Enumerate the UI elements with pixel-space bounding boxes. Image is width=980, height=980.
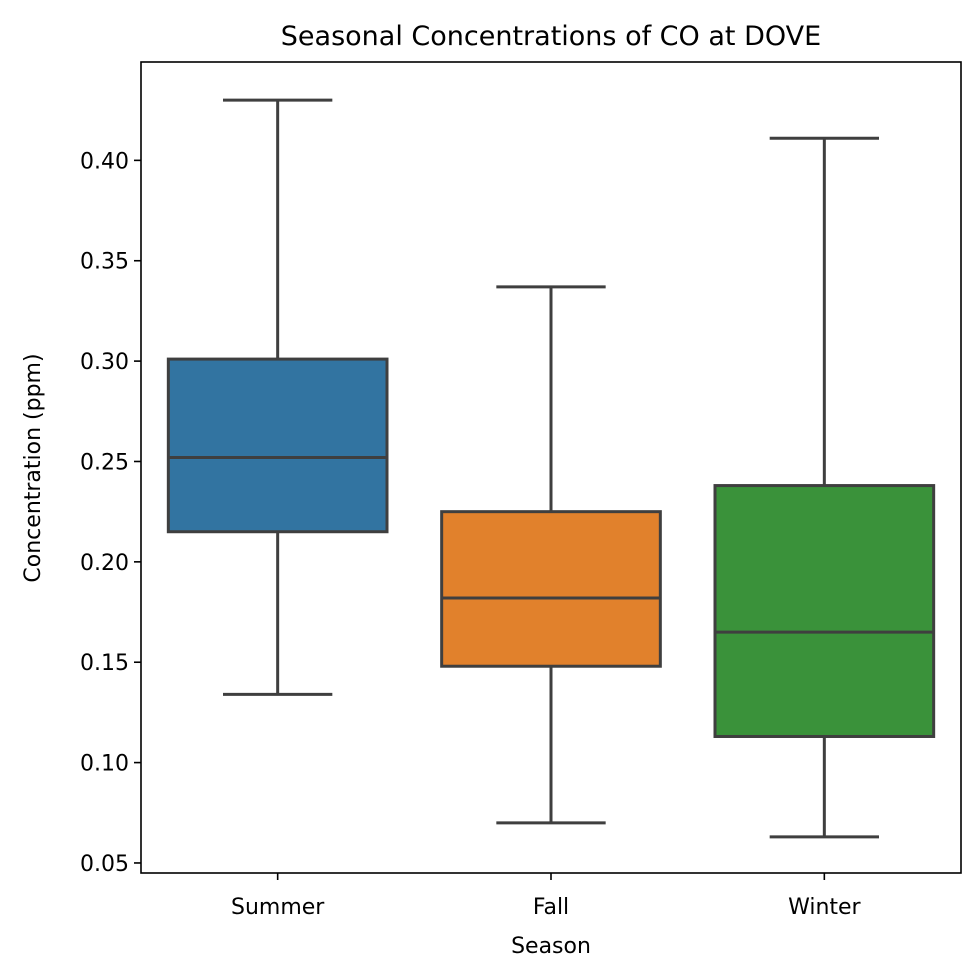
x-tick-label: Fall	[533, 895, 569, 920]
x-axis: Summer Fall Winter	[231, 873, 862, 920]
y-tick-label: 0.40	[80, 149, 129, 174]
iqr-box	[166, 357, 389, 534]
x-axis-label: Season	[511, 934, 591, 959]
y-tick-label: 0.15	[80, 651, 129, 676]
x-tick-label: Winter	[788, 895, 861, 920]
y-tick-label: 0.25	[80, 450, 129, 475]
plot-frame	[140, 61, 962, 874]
box-summer	[166, 98, 389, 696]
y-axis-label: Concentration (ppm)	[21, 353, 46, 582]
box-series	[166, 98, 936, 839]
y-axis: 0.05 0.10 0.15 0.20 0.25 0.30 0.35 0.40	[80, 149, 141, 877]
box-fall	[440, 285, 662, 825]
box-winter	[713, 136, 936, 839]
y-tick-label: 0.20	[80, 551, 129, 576]
iqr-box	[713, 484, 936, 738]
y-tick-label: 0.10	[80, 752, 129, 777]
chart-title: Seasonal Concentrations of CO at DOVE	[281, 21, 821, 52]
y-tick-label: 0.30	[80, 350, 129, 375]
x-tick-label: Summer	[231, 895, 325, 920]
y-tick-label: 0.05	[80, 852, 129, 877]
iqr-box	[440, 510, 662, 668]
y-tick-label: 0.35	[80, 250, 129, 275]
